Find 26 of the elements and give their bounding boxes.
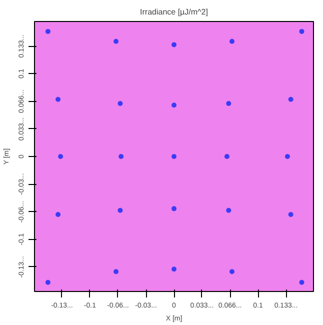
point xyxy=(56,212,61,217)
point xyxy=(172,102,176,108)
point xyxy=(284,154,290,159)
point xyxy=(288,96,294,102)
point xyxy=(224,154,230,159)
chart-title: Irradiance [µJ/m^2] xyxy=(140,8,208,16)
point xyxy=(229,269,234,274)
point xyxy=(56,96,61,102)
point xyxy=(226,208,232,213)
point xyxy=(118,101,123,106)
point xyxy=(229,38,234,44)
point xyxy=(114,269,119,274)
point xyxy=(299,280,304,285)
point xyxy=(172,266,176,272)
point xyxy=(45,28,50,34)
point xyxy=(172,42,176,48)
point xyxy=(226,101,232,106)
point xyxy=(172,154,176,159)
point xyxy=(45,280,50,285)
point xyxy=(118,154,124,159)
point xyxy=(172,206,176,212)
point xyxy=(58,154,64,159)
point xyxy=(288,212,294,217)
point xyxy=(114,38,119,44)
point xyxy=(299,28,304,34)
point xyxy=(118,208,123,213)
